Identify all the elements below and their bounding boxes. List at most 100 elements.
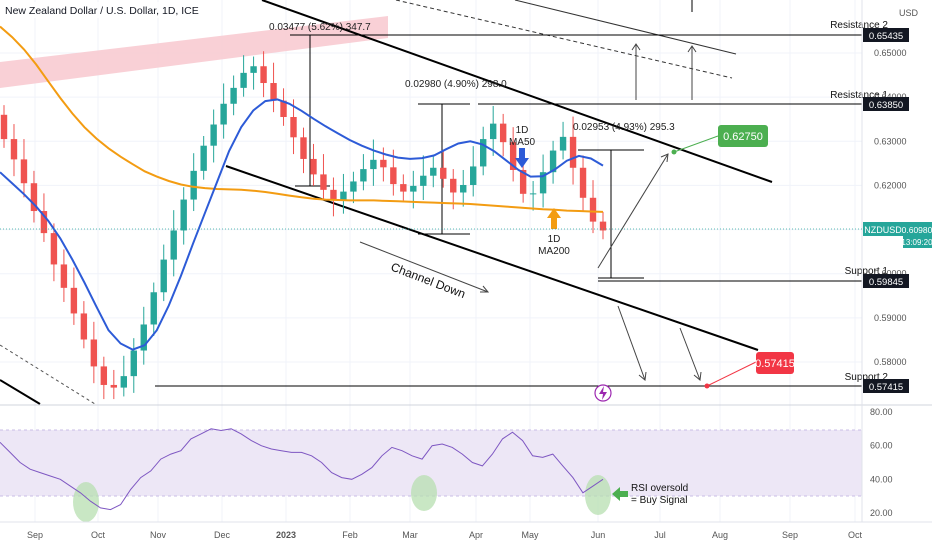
- candle: [549, 150, 557, 173]
- candle: [290, 117, 297, 138]
- candle: [569, 136, 577, 168]
- candle: [70, 287, 78, 314]
- candle: [280, 100, 287, 118]
- currency-label: USD: [899, 8, 919, 18]
- target-label-down: 0.57415: [755, 352, 795, 374]
- price-tick-label: 0.63000: [874, 136, 907, 146]
- candle: [270, 83, 277, 101]
- candle: [579, 167, 587, 198]
- support-1-tag: 0.59845: [863, 274, 909, 288]
- candle: [450, 178, 457, 193]
- candle: [50, 233, 58, 265]
- support-1-value: 0.59845: [869, 277, 903, 288]
- rsi-note-line2: = Buy Signal: [631, 495, 687, 506]
- candle: [509, 142, 517, 170]
- ma50-label-line2: MA50: [509, 137, 536, 148]
- candle: [40, 211, 48, 234]
- lightning-icon[interactable]: [594, 384, 612, 402]
- candle: [499, 123, 507, 143]
- current-symbol: NZDUSD: [864, 225, 902, 235]
- candle: [230, 87, 237, 104]
- target-down-value: 0.57415: [755, 358, 795, 370]
- current-price-tag: NZDUSD 0.60980 13:09:20: [863, 222, 932, 248]
- candle: [110, 384, 118, 388]
- candle: [599, 221, 607, 231]
- candle: [10, 139, 18, 160]
- time-tick-label: Apr: [469, 530, 483, 540]
- support-2-value: 0.57415: [869, 382, 903, 393]
- candle: [60, 264, 68, 288]
- ma200-label-line2: MA200: [538, 246, 570, 257]
- rsi-tick-label: 20.00: [870, 508, 893, 518]
- measure-2-label: 0.02980 (4.90%) 298.0: [405, 79, 507, 90]
- time-tick-label: Sep: [27, 530, 43, 540]
- candle: [340, 191, 347, 200]
- channel-line-fragment: [0, 379, 41, 405]
- support-2-tag: 0.57415: [863, 379, 909, 393]
- projection-line: [514, 0, 737, 55]
- ma50-line: [0, 98, 604, 351]
- candle: [559, 136, 567, 151]
- projection-dashed-line: [395, 0, 733, 79]
- resistance-1-label: Resistance 1: [830, 90, 888, 101]
- projection-arrows: [359, 43, 702, 381]
- price-tick-label: 0.59000: [874, 313, 907, 323]
- candle: [320, 174, 327, 190]
- candle: [330, 189, 337, 200]
- candle: [410, 185, 417, 192]
- candle: [360, 169, 367, 182]
- buy-signal-arrow-icon: [612, 487, 628, 501]
- time-tick-label: Sep: [782, 530, 798, 540]
- time-tick-label: Feb: [342, 530, 358, 540]
- candle: [370, 159, 377, 170]
- candle: [300, 137, 307, 159]
- rsi-tick-label: 80.00: [870, 407, 893, 417]
- time-tick-label: Nov: [150, 530, 167, 540]
- channel-upper-line: [261, 0, 773, 183]
- rsi-tick-label: 40.00: [870, 474, 893, 484]
- candle: [480, 139, 487, 167]
- candle: [20, 159, 28, 184]
- ma200-line: [0, 25, 604, 213]
- time-axis: Sep Oct Nov Dec 2023 Feb Mar Apr May Jun Jul Aug Sep…: [27, 530, 863, 540]
- candle: [250, 66, 257, 73]
- resistance-2-tag: 0.65435: [863, 28, 909, 42]
- target-down-dot: [704, 383, 710, 389]
- candle: [0, 114, 8, 140]
- candle: [310, 158, 317, 175]
- support-2-label: Support 2: [845, 372, 889, 383]
- target-up-connector: [673, 135, 719, 153]
- candle: [380, 159, 387, 168]
- ma200-label-line1: 1D: [548, 234, 561, 245]
- price-tick-label: 0.62000: [874, 180, 907, 190]
- symbol-title[interactable]: New Zealand Dollar / U.S. Dollar, 1D, IC…: [5, 5, 199, 17]
- candle: [460, 184, 467, 193]
- measure-3-label: 0.02953 (4.93%) 295.3: [573, 122, 675, 133]
- candle: [130, 350, 137, 377]
- candle: [30, 183, 38, 212]
- candle: [120, 376, 127, 388]
- header-backdrop: [0, 2, 176, 18]
- rsi-note-line1: RSI oversold: [631, 483, 688, 494]
- resistance-1-value: 0.63850: [869, 100, 903, 111]
- resistance-2-value: 0.65435: [869, 31, 903, 42]
- time-tick-label: May: [521, 530, 539, 540]
- rsi-axis: 80.00 60.00 40.00 20.00: [870, 407, 893, 518]
- candle: [220, 103, 227, 125]
- price-tick-label: 0.58000: [874, 357, 907, 367]
- time-tick-label: Dec: [214, 530, 231, 540]
- candles: [0, 51, 607, 400]
- target-up-value: 0.62750: [723, 131, 763, 143]
- candle: [390, 167, 397, 185]
- current-price-value: 0.60980: [902, 225, 932, 235]
- candle: [170, 230, 177, 260]
- rsi-line: [0, 428, 604, 511]
- support-1-label: Support 1: [845, 266, 889, 277]
- candle: [420, 175, 427, 186]
- ma200-arrow-icon: [547, 208, 561, 229]
- ma50-arrow-icon: [515, 148, 529, 168]
- time-tick-label: Oct: [91, 530, 106, 540]
- candle: [440, 167, 447, 179]
- time-tick-label: Mar: [402, 530, 418, 540]
